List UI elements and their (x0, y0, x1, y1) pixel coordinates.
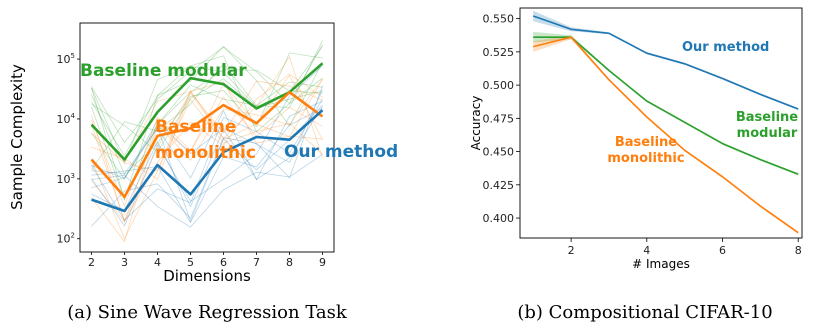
x-tick-label: 6 (719, 244, 726, 257)
sine-wave-chart: 2 3 4 5 6 7 8 9 102 103 104 105 Dimensions Sample … (8, 22, 398, 285)
series-lines (90, 62, 324, 213)
run-line-baseline-monolithic (91, 73, 323, 223)
y-tick-label: 102 (57, 232, 75, 246)
caption-a: (a) Sine Wave Regression Task (67, 302, 348, 323)
y-tick-label: 0.525 (483, 46, 515, 59)
run-line-our-method (91, 99, 323, 221)
run-line-our-method (91, 85, 323, 227)
x-axis-label: # Images (632, 257, 690, 271)
series-line-baseline-modular (90, 62, 324, 161)
y-tick-label: 103 (57, 172, 75, 186)
annotation-our-method: Our method (682, 40, 769, 55)
x-tick-label: 2 (88, 256, 95, 269)
run-line-baseline-monolithic (91, 98, 323, 172)
x-tick-label: 4 (643, 244, 650, 257)
x-tick-label: 7 (253, 256, 260, 269)
run-line-baseline-modular (91, 45, 323, 201)
y-tick-label: 0.400 (483, 212, 515, 225)
x-ticks: 2 3 4 5 6 7 8 9 (88, 252, 326, 269)
annotation-baseline-modular: Baseline modular (80, 61, 247, 81)
series-line-baseline-modular (533, 36, 799, 175)
series-line-baseline-monolithic (90, 90, 324, 199)
y-tick-label: 0.450 (483, 146, 515, 159)
annotation-baseline-monolithic-line1: Baseline (615, 135, 677, 150)
cifar-chart: 2 4 6 8 0.400 0.425 0.450 0.475 0.500 0.525 0.550… (469, 7, 803, 271)
run-line-baseline-monolithic (91, 55, 323, 240)
x-tick-label: 8 (795, 244, 802, 257)
run-line-baseline-modular (91, 44, 323, 157)
run-line-baseline-modular (91, 52, 323, 176)
y-ticks: 0.400 0.425 0.450 0.475 0.500 0.525 0.550 (483, 13, 520, 225)
x-tick-label: 5 (187, 256, 194, 269)
y-tick-label: 104 (57, 112, 76, 126)
run-line-our-method (91, 107, 323, 224)
x-ticks: 2 4 6 8 (568, 238, 802, 257)
y-axis-label: Accuracy (469, 96, 483, 151)
plot-frame (519, 7, 803, 239)
x-axis-label: Dimensions (163, 267, 251, 285)
run-line-our-method (91, 100, 323, 181)
x-tick-label: 9 (319, 256, 326, 269)
x-tick-label: 4 (154, 256, 161, 269)
series-lines (532, 15, 799, 234)
run-line-our-method (91, 104, 323, 223)
run-line-our-method (91, 89, 323, 180)
annotation-baseline-monolithic-line1: Baseline (155, 117, 236, 137)
run-line-baseline-monolithic (91, 80, 323, 180)
y-tick-label: 0.475 (483, 112, 515, 125)
run-line-our-method (91, 106, 323, 211)
y-tick-label: 0.500 (483, 79, 515, 92)
y-tick-label: 105 (57, 52, 75, 66)
y-tick-label: 0.425 (483, 179, 515, 192)
series-line-our-method (532, 15, 799, 110)
band-our-method (533, 10, 799, 111)
x-tick-label: 8 (286, 256, 293, 269)
run-line-baseline-modular (91, 81, 323, 180)
run-line-baseline-modular (91, 40, 323, 170)
annotation-baseline-monolithic-line2: monolithic (155, 143, 256, 163)
y-axis-label: Sample Complexity (8, 64, 26, 210)
plot-frame (79, 22, 335, 253)
annotation-baseline-monolithic-line2: monolithic (607, 151, 684, 166)
run-line-baseline-monolithic (91, 78, 323, 224)
x-tick-label: 2 (568, 244, 575, 257)
y-ticks: 102 103 104 105 (57, 52, 80, 246)
run-line-baseline-modular (91, 78, 323, 153)
y-tick-label: 0.550 (483, 13, 515, 26)
series-line-baseline-monolithic (533, 36, 799, 234)
x-tick-label: 6 (220, 256, 227, 269)
caption-b: (b) Compositional CIFAR-10 (517, 302, 772, 323)
annotation-baseline-modular-line2: modular (737, 126, 798, 141)
series-line-our-method (91, 109, 324, 213)
run-line-baseline-monolithic (91, 96, 323, 208)
run-line-our-method (91, 153, 323, 228)
annotation-baseline-modular-line1: Baseline (736, 110, 798, 125)
x-tick-label: 3 (121, 256, 128, 269)
annotation-our-method: Our method (284, 142, 398, 162)
run-line-our-method (91, 65, 323, 227)
